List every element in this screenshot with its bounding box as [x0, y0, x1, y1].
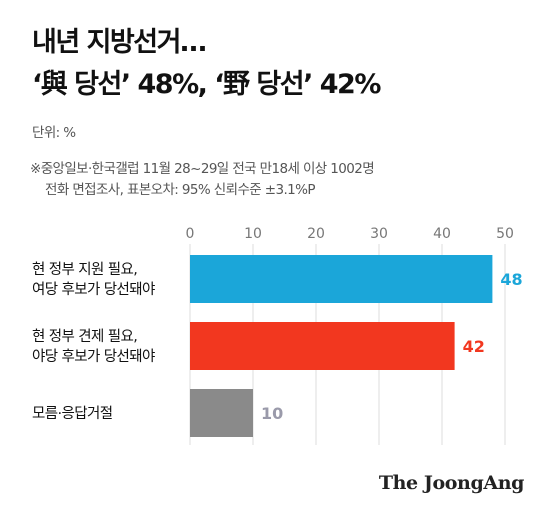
unit-label: 단위: % — [32, 125, 76, 141]
chart-title-line-1: 내년 지방선거… — [32, 27, 207, 58]
bar-1 — [190, 322, 455, 370]
category-label-1-1: 야당 후보가 당선돼야 — [32, 348, 155, 365]
value-label-2: 10 — [261, 404, 283, 423]
x-tick-label-10: 10 — [244, 226, 262, 242]
category-label-0-0: 현 정부 지원 필요, — [32, 261, 137, 278]
category-label-2-0: 모름·응답거절 — [32, 405, 112, 422]
x-tick-label-40: 40 — [433, 226, 451, 242]
bar-2 — [190, 389, 253, 437]
survey-note-line-2: 전화 면접조사, 표본오차: 95% 신뢰수준 ±3.1%P — [45, 182, 316, 198]
chart-title-line-2: ‘與 당선’ 48%, ‘野 당선’ 42% — [32, 69, 381, 100]
value-label-0: 48 — [500, 270, 522, 289]
x-tick-label-30: 30 — [370, 226, 388, 242]
x-tick-label-50: 50 — [496, 226, 514, 242]
brand-logo: The JoongAng — [378, 472, 525, 494]
category-label-0-1: 여당 후보가 당선돼야 — [32, 281, 155, 298]
bar-0 — [190, 255, 493, 303]
value-label-1: 42 — [463, 337, 485, 356]
x-tick-label-0: 0 — [186, 226, 195, 242]
category-label-1-0: 현 정부 견제 필요, — [32, 328, 137, 345]
x-tick-label-20: 20 — [307, 226, 325, 242]
survey-note-line-1: ※중앙일보·한국갤럽 11월 28~29일 전국 만18세 이상 1002명 — [30, 161, 375, 177]
